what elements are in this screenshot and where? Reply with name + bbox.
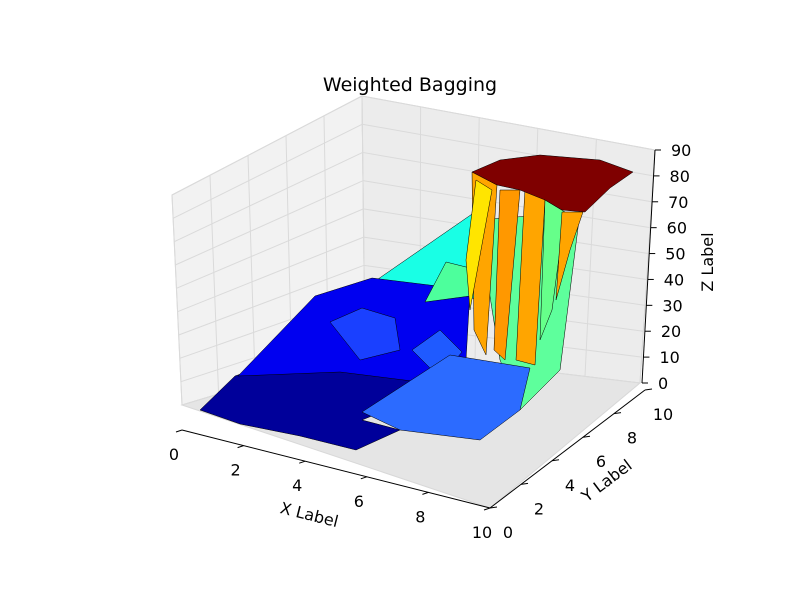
z-tick-label: 40 (664, 270, 684, 289)
grid-line-x (247, 155, 256, 384)
x-tick-mark (299, 460, 306, 464)
surface-orange-wall-2 (493, 189, 521, 361)
grid-line-z (172, 123, 363, 219)
grid-line-x (209, 175, 220, 395)
surface-light-blue-front (361, 354, 531, 441)
y-tick-mark (644, 388, 653, 391)
z-tick-label: 60 (667, 219, 687, 238)
y-tick-mark (582, 435, 591, 438)
grid-line-z (171, 95, 363, 196)
surface-orange-wall-4 (555, 211, 584, 301)
y-tick-label: 2 (534, 499, 544, 518)
z-ticks: 0 10 20 30 40 50 60 70 80 90 (642, 141, 691, 393)
y-tick-label: 6 (596, 452, 606, 471)
z-tick-label: 10 (659, 348, 679, 367)
grid-line-z (174, 151, 363, 243)
y-tick-label: 10 (653, 405, 673, 424)
z-tick-label: 0 (658, 374, 668, 393)
surface (199, 154, 634, 451)
grid-line-z (178, 264, 365, 336)
x-tick-mark (360, 476, 367, 480)
x-tick-label: 2 (231, 461, 241, 480)
y-tick-label: 0 (503, 523, 513, 542)
y-tick-label: 8 (627, 429, 637, 448)
grid-line-z (176, 208, 364, 289)
z-tick-label: 90 (671, 141, 691, 160)
x-tick-mark (483, 507, 491, 511)
y-ticks: 0 2 4 6 8 10 (489, 388, 673, 542)
axes (181, 149, 656, 509)
z-tick-label: 20 (661, 322, 681, 341)
grid-line-z (361, 95, 656, 151)
surface-yellow-wall (465, 179, 493, 311)
y-axis-line (489, 389, 646, 509)
y-tick-label: 4 (565, 476, 575, 495)
x-tick-label: 8 (415, 507, 425, 526)
z-tick-label: 50 (665, 245, 685, 264)
y-tick-mark (520, 482, 529, 485)
x-tick-label: 6 (354, 492, 364, 511)
x-tick-label: 4 (292, 476, 302, 495)
x-tick-mark (237, 445, 244, 449)
x-tick-mark (422, 491, 429, 495)
x-tick-mark (175, 429, 183, 433)
surface-blue-ridge (329, 307, 401, 361)
z-tick-label: 70 (668, 193, 688, 212)
y-axis-title: Y Label (577, 456, 636, 507)
surface-red-plateau (471, 154, 634, 213)
z-tick-label: 30 (662, 296, 682, 315)
grid-line-x (171, 194, 183, 406)
x-axis-title: X Label (278, 498, 340, 531)
y-tick-mark (613, 412, 622, 415)
z-axis-line (641, 149, 656, 384)
x-tick-label: 10 (472, 523, 492, 542)
grid-line-z (175, 180, 364, 266)
y-tick-mark (551, 459, 560, 462)
x-ticks: 0 2 4 6 8 10 (169, 429, 492, 542)
grid-line-z (177, 236, 364, 313)
y-tick-mark (489, 506, 498, 509)
x-tick-label: 0 (169, 445, 179, 464)
z-tick-label: 80 (670, 167, 690, 186)
z-axis-title: Z Label (698, 232, 717, 291)
chart-title: Weighted Bagging (323, 74, 497, 96)
x-axis-line (181, 429, 491, 509)
